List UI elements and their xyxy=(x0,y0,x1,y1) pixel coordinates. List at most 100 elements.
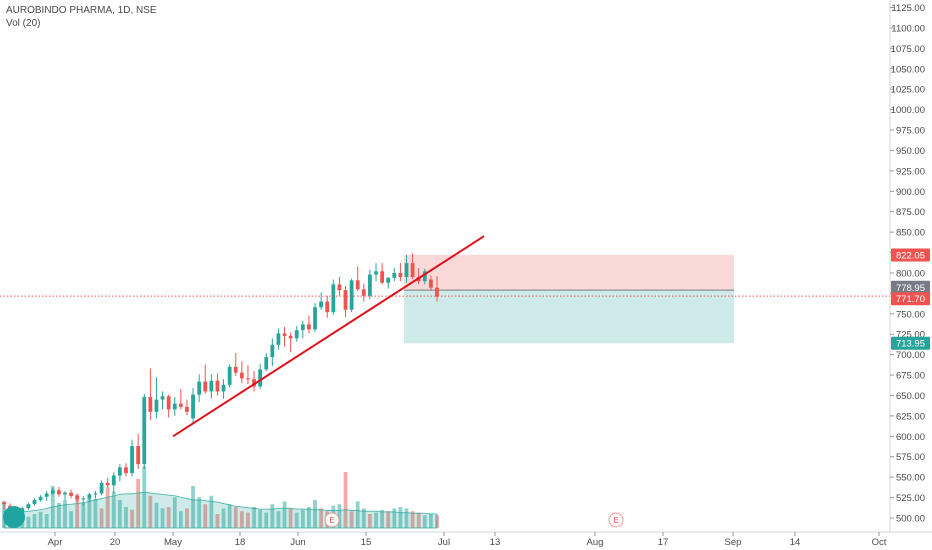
volume-bar xyxy=(178,511,183,528)
volume-bar xyxy=(75,494,80,528)
price-tick-label: 875.00 xyxy=(896,207,925,218)
volume-bar xyxy=(227,504,232,528)
volume-bar xyxy=(203,504,208,528)
candle-body xyxy=(380,271,385,283)
price-axis: 1125.00 1100.00 1075.00 1050.00 1025.00 1000.… xyxy=(889,0,930,532)
price-tick-label: 525.00 xyxy=(896,493,925,504)
candle-body xyxy=(75,495,80,500)
candle-body xyxy=(105,482,110,486)
chart-title: AUROBINDO PHARMA, 1D, NSE xyxy=(6,5,157,16)
volume-bar xyxy=(319,508,324,528)
volume-bar xyxy=(349,511,354,528)
price-tick-label: 650.00 xyxy=(896,391,925,402)
candle-body xyxy=(227,366,232,385)
price-tick-label: 675.00 xyxy=(896,371,925,382)
candlesticks xyxy=(2,253,439,516)
price-tick-label: 550.00 xyxy=(896,473,925,484)
time-tick-label: Sep xyxy=(725,537,742,548)
price-label-text: 771.70 xyxy=(896,294,925,305)
time-tick-label: 15 xyxy=(361,537,372,548)
candle-body xyxy=(239,372,244,379)
brand-logo-icon[interactable] xyxy=(3,506,25,528)
candle-body xyxy=(215,380,220,392)
candle-body xyxy=(69,492,73,496)
volume-bar xyxy=(252,507,256,528)
candle-body xyxy=(337,284,342,291)
volume-bar xyxy=(111,491,116,528)
volume-bar xyxy=(185,508,189,528)
volume-bar xyxy=(246,512,250,528)
volume-bar xyxy=(361,508,366,528)
price-tick-label: 700.00 xyxy=(896,350,925,361)
candle-body xyxy=(209,380,214,392)
candle-body xyxy=(203,381,208,392)
volume-bar xyxy=(44,514,49,528)
candle-body xyxy=(343,290,348,310)
candle-body xyxy=(191,394,195,419)
volume-bar xyxy=(392,508,397,528)
volume-bar xyxy=(93,498,98,528)
volume-bar xyxy=(416,512,421,528)
volume-bar xyxy=(172,497,177,528)
volume-bar xyxy=(380,509,385,528)
volume-bar xyxy=(282,501,287,528)
candle-body xyxy=(154,399,159,412)
candle-body xyxy=(117,467,122,476)
candle-body xyxy=(422,271,427,282)
price-tick-label: 1125.00 xyxy=(891,3,925,14)
candle-body xyxy=(282,333,287,336)
volume-bar xyxy=(105,487,110,528)
volume-bar xyxy=(307,507,311,528)
time-tick-label: Jun xyxy=(290,537,305,548)
time-tick-label: 13 xyxy=(490,537,501,548)
candle-body xyxy=(111,475,116,486)
earnings-marker-icon xyxy=(324,512,340,528)
volume-bar xyxy=(117,500,122,528)
price-tick-label: 500.00 xyxy=(896,514,925,525)
loss-zone xyxy=(404,254,734,291)
volume-bar xyxy=(410,511,415,528)
volume-bar xyxy=(197,497,202,528)
candle-body xyxy=(142,397,147,465)
candle-body xyxy=(392,272,397,278)
candle-body xyxy=(99,482,104,494)
volume-bar xyxy=(288,508,293,528)
volume-bar xyxy=(221,508,226,528)
candle-body xyxy=(374,271,378,275)
candle-body xyxy=(294,330,299,339)
candle-body xyxy=(361,289,366,296)
volume-bar xyxy=(124,507,128,528)
time-tick-label: Aug xyxy=(587,537,604,548)
volume-bar xyxy=(56,502,61,528)
candle-body xyxy=(386,277,391,283)
volume-bar xyxy=(368,514,372,528)
candle-body xyxy=(246,378,250,380)
volume-bar xyxy=(294,512,299,528)
volume-bar xyxy=(386,511,391,528)
candle-body xyxy=(319,301,324,308)
candle-body xyxy=(185,406,189,412)
earnings-marker-icon xyxy=(608,512,624,528)
volume-bar xyxy=(264,512,269,528)
price-tick-label: 925.00 xyxy=(896,166,925,177)
volume-bar xyxy=(130,509,134,528)
candle-body xyxy=(178,403,183,407)
price-tick-label: 975.00 xyxy=(896,126,925,137)
price-label-text: 822.05 xyxy=(896,250,925,261)
time-tick-label: 18 xyxy=(235,537,246,548)
candle-body xyxy=(355,280,360,290)
volume-bar xyxy=(355,501,360,528)
volume-bar xyxy=(337,504,342,528)
time-axis: Apr 20 May 18 Jun 15 Jul 13 Aug 17 Sep 14 Oct xyxy=(0,531,932,548)
price-tick-label: 625.00 xyxy=(896,411,925,422)
price-label-badge xyxy=(891,292,930,306)
time-tick-label: May xyxy=(164,537,182,548)
candle-body xyxy=(368,274,372,296)
time-tick-label: 14 xyxy=(790,537,801,548)
volume-bar xyxy=(398,507,403,528)
volume-bar xyxy=(99,508,104,528)
candle-body xyxy=(429,279,433,288)
volume-bar xyxy=(300,509,305,528)
volume-bar xyxy=(374,512,378,528)
